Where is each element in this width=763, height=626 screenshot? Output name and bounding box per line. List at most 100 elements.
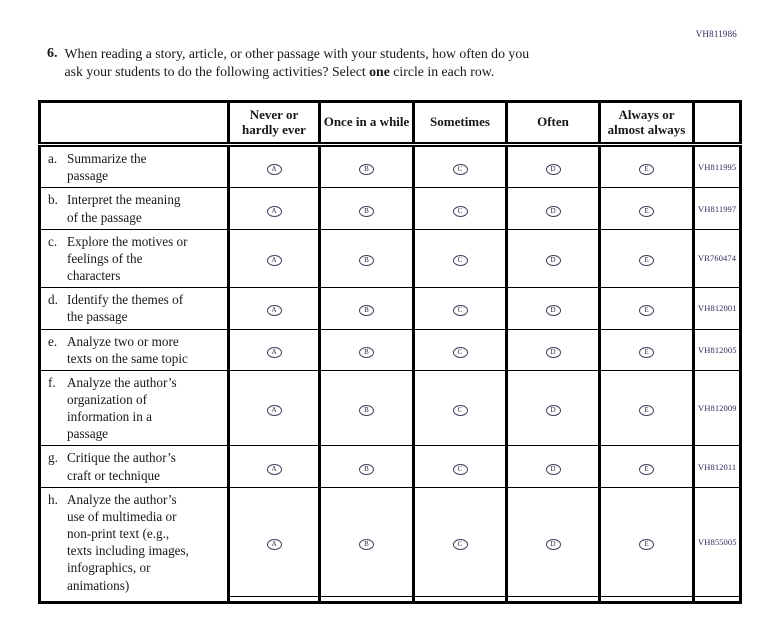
- option-cell: A: [227, 187, 320, 230]
- table-row: g. Critique the author’s craft or techniq…: [38, 445, 741, 488]
- question-line-2: ask your students to do the following ac…: [64, 63, 495, 79]
- row-label: Analyze the author’s use of multimedia o…: [67, 491, 189, 593]
- row-id-code: VH812009: [692, 369, 741, 446]
- option-circle-d[interactable]: D: [545, 405, 561, 417]
- row-id-code: VH812005: [692, 328, 741, 371]
- row-label: Summarize the passage: [67, 151, 147, 184]
- option-cell: B: [318, 287, 414, 329]
- row-letter: a.: [48, 151, 58, 167]
- column-header-once-in-a-while: Once in a while: [318, 101, 414, 148]
- row-id-code: VH855005: [692, 486, 741, 597]
- option-circle-e[interactable]: E: [639, 305, 654, 317]
- table-row: b. Interpret the meaning of the passage A B…: [38, 187, 741, 230]
- option-circle-b[interactable]: B: [359, 405, 374, 417]
- row-label: Explore the motives or feelings of the c…: [67, 233, 188, 284]
- row-label: Critique the author’s craft or technique: [67, 450, 176, 483]
- table-body: a. Summarize the passage A B C D E VH811995 b. In…: [38, 144, 741, 597]
- option-circle-b[interactable]: B: [359, 463, 374, 475]
- row-letter: g.: [48, 450, 58, 466]
- option-circle-b[interactable]: B: [359, 346, 374, 358]
- option-circle-c[interactable]: C: [452, 164, 468, 176]
- row-label-cell: f. Analyze the author’s organization of i…: [38, 369, 229, 446]
- option-circle-c[interactable]: C: [452, 463, 468, 475]
- option-circle-a[interactable]: A: [266, 164, 282, 176]
- option-cell: C: [412, 328, 507, 371]
- option-circle-e[interactable]: E: [639, 346, 654, 358]
- row-letter: h.: [48, 491, 58, 507]
- option-circle-c[interactable]: C: [452, 538, 468, 550]
- option-cell: B: [318, 228, 414, 288]
- option-circle-a[interactable]: A: [266, 346, 282, 358]
- option-circle-b[interactable]: B: [359, 538, 374, 550]
- row-label-cell: c. Explore the motives or feelings of the…: [38, 228, 229, 288]
- option-circle-a[interactable]: A: [266, 305, 282, 317]
- table-row: f. Analyze the author’s organization of i…: [38, 369, 741, 446]
- option-cell: A: [227, 445, 320, 488]
- row-id-code: VH811997: [692, 187, 741, 230]
- option-circle-d[interactable]: D: [545, 463, 561, 475]
- option-cell: E: [598, 486, 694, 597]
- row-label: Analyze two or more texts on the same to…: [67, 333, 188, 366]
- option-circle-a[interactable]: A: [266, 538, 282, 550]
- column-header-never: Never or hardly ever: [227, 101, 320, 148]
- option-circle-e[interactable]: E: [639, 164, 654, 176]
- option-cell: D: [505, 228, 600, 288]
- option-circle-e[interactable]: E: [639, 538, 654, 550]
- option-circle-c[interactable]: C: [452, 205, 468, 217]
- option-circle-b[interactable]: B: [359, 164, 374, 176]
- option-cell: C: [412, 228, 507, 288]
- row-label-cell: a. Summarize the passage: [38, 144, 229, 188]
- option-cell: E: [598, 445, 694, 488]
- option-circle-c[interactable]: C: [452, 255, 468, 267]
- option-circle-a[interactable]: A: [266, 463, 282, 475]
- option-cell: E: [598, 328, 694, 371]
- question-number: 6.: [47, 46, 58, 61]
- row-letter: b.: [48, 192, 58, 208]
- item-id-code: VH811986: [695, 29, 737, 39]
- column-header-always: Always or almost always: [598, 101, 694, 148]
- option-circle-b[interactable]: B: [359, 305, 374, 317]
- option-circle-d[interactable]: D: [545, 255, 561, 267]
- option-circle-b[interactable]: B: [359, 205, 374, 217]
- option-cell: B: [318, 486, 414, 597]
- option-circle-d[interactable]: D: [545, 538, 561, 550]
- table-row: d. Identify the themes of the passage A B C D…: [38, 287, 741, 329]
- option-cell: C: [412, 369, 507, 446]
- option-circle-a[interactable]: A: [266, 255, 282, 267]
- row-label-cell: b. Interpret the meaning of the passage: [38, 187, 229, 230]
- option-cell: E: [598, 369, 694, 446]
- option-circle-e[interactable]: E: [639, 405, 654, 417]
- option-cell: B: [318, 328, 414, 371]
- option-circle-e[interactable]: E: [639, 255, 654, 267]
- column-header-sometimes: Sometimes: [412, 101, 507, 148]
- row-label-cell: d. Identify the themes of the passage: [38, 287, 229, 329]
- option-circle-c[interactable]: C: [452, 346, 468, 358]
- option-circle-c[interactable]: C: [452, 405, 468, 417]
- option-circle-d[interactable]: D: [545, 346, 561, 358]
- row-id-code: VR760474: [692, 228, 741, 288]
- option-circle-c[interactable]: C: [452, 305, 468, 317]
- row-letter: d.: [48, 292, 58, 308]
- option-circle-d[interactable]: D: [545, 305, 561, 317]
- option-cell: C: [412, 144, 507, 188]
- option-cell: A: [227, 144, 320, 188]
- header-row: Never or hardly ever Once in a while Som…: [38, 101, 741, 148]
- row-id-code: VH812001: [692, 287, 741, 329]
- header-empty-cell: [38, 101, 229, 148]
- option-circle-e[interactable]: E: [639, 463, 654, 475]
- bottom-spacer-row: [38, 596, 741, 603]
- row-label: Interpret the meaning of the passage: [67, 192, 181, 225]
- table-row: e. Analyze two or more texts on the same …: [38, 328, 741, 371]
- option-circle-a[interactable]: A: [266, 405, 282, 417]
- header-id-cell: [692, 101, 741, 148]
- row-label: Identify the themes of the passage: [67, 292, 184, 325]
- option-cell: C: [412, 287, 507, 329]
- option-circle-e[interactable]: E: [639, 205, 654, 217]
- response-table: Never or hardly ever Once in a while Som…: [38, 100, 742, 605]
- row-label: Analyze the author’s organization of inf…: [67, 374, 177, 442]
- option-circle-a[interactable]: A: [266, 205, 282, 217]
- option-circle-d[interactable]: D: [545, 205, 561, 217]
- row-label-cell: e. Analyze two or more texts on the same …: [38, 328, 229, 371]
- option-circle-d[interactable]: D: [545, 164, 561, 176]
- option-circle-b[interactable]: B: [359, 255, 374, 267]
